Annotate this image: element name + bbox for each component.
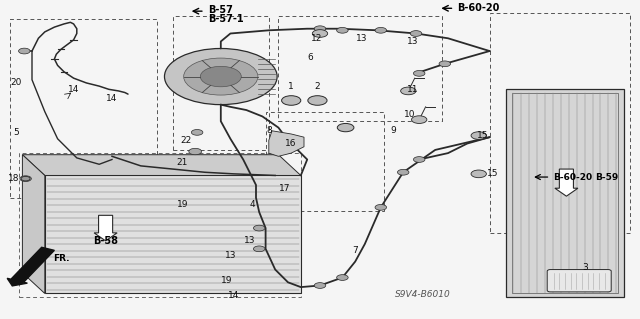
Text: 14: 14 bbox=[228, 291, 239, 300]
Polygon shape bbox=[22, 155, 45, 293]
Text: 7: 7 bbox=[353, 246, 358, 255]
Text: 19: 19 bbox=[177, 200, 188, 209]
Circle shape bbox=[412, 116, 427, 123]
Polygon shape bbox=[269, 131, 304, 156]
Text: 9: 9 bbox=[391, 126, 396, 135]
Polygon shape bbox=[22, 155, 301, 175]
Circle shape bbox=[337, 123, 354, 132]
Text: 18: 18 bbox=[8, 174, 20, 183]
Circle shape bbox=[200, 66, 241, 87]
Text: 17: 17 bbox=[279, 184, 291, 193]
Circle shape bbox=[337, 27, 348, 33]
Circle shape bbox=[253, 246, 265, 252]
Circle shape bbox=[20, 176, 31, 182]
Circle shape bbox=[21, 176, 30, 181]
Text: S9V4-B6010: S9V4-B6010 bbox=[394, 290, 451, 299]
Circle shape bbox=[19, 48, 30, 54]
Circle shape bbox=[184, 58, 258, 95]
Text: B-57-1: B-57-1 bbox=[208, 14, 244, 24]
Text: 19: 19 bbox=[221, 276, 233, 285]
Text: 16: 16 bbox=[285, 139, 297, 148]
Circle shape bbox=[191, 130, 203, 135]
Text: 22: 22 bbox=[180, 136, 191, 145]
Text: 13: 13 bbox=[244, 236, 255, 245]
Text: 15: 15 bbox=[477, 131, 489, 140]
Text: B-60-20: B-60-20 bbox=[554, 173, 593, 182]
Text: 13: 13 bbox=[356, 34, 367, 43]
Text: 20: 20 bbox=[10, 78, 22, 87]
Text: 14: 14 bbox=[106, 94, 118, 103]
Circle shape bbox=[471, 132, 486, 139]
Circle shape bbox=[312, 30, 328, 37]
Text: B-60-20: B-60-20 bbox=[458, 3, 500, 13]
Text: 10: 10 bbox=[404, 110, 415, 119]
Circle shape bbox=[189, 148, 202, 155]
Circle shape bbox=[397, 169, 409, 175]
Text: 6: 6 bbox=[308, 53, 313, 62]
Circle shape bbox=[413, 70, 425, 76]
Circle shape bbox=[410, 31, 422, 36]
Text: 11: 11 bbox=[407, 85, 419, 94]
Polygon shape bbox=[45, 175, 301, 293]
Text: B-58: B-58 bbox=[93, 236, 118, 246]
Circle shape bbox=[308, 96, 327, 105]
Circle shape bbox=[314, 283, 326, 288]
FancyArrow shape bbox=[7, 247, 54, 286]
FancyArrow shape bbox=[555, 169, 578, 196]
Text: 21: 21 bbox=[177, 158, 188, 167]
Text: 8: 8 bbox=[266, 126, 271, 135]
Text: 13: 13 bbox=[407, 37, 419, 46]
Text: 1: 1 bbox=[289, 82, 294, 91]
Circle shape bbox=[282, 96, 301, 105]
Circle shape bbox=[253, 225, 265, 231]
Text: 3: 3 bbox=[583, 263, 588, 272]
Text: 14: 14 bbox=[68, 85, 79, 94]
Circle shape bbox=[314, 26, 326, 32]
Text: 12: 12 bbox=[311, 34, 323, 43]
Text: B-57: B-57 bbox=[208, 5, 233, 15]
Text: 2: 2 bbox=[314, 82, 319, 91]
Text: B-59: B-59 bbox=[595, 173, 618, 182]
Text: FR.: FR. bbox=[53, 254, 70, 263]
Text: 5: 5 bbox=[13, 128, 19, 137]
Circle shape bbox=[471, 170, 486, 178]
FancyArrow shape bbox=[94, 215, 117, 241]
Polygon shape bbox=[506, 89, 624, 297]
Text: 13: 13 bbox=[225, 251, 236, 260]
Circle shape bbox=[337, 275, 348, 280]
Circle shape bbox=[439, 61, 451, 67]
FancyBboxPatch shape bbox=[547, 270, 611, 292]
Text: 4: 4 bbox=[250, 200, 255, 209]
Circle shape bbox=[375, 27, 387, 33]
Circle shape bbox=[413, 157, 425, 162]
Circle shape bbox=[401, 87, 416, 95]
Circle shape bbox=[375, 204, 387, 210]
Circle shape bbox=[164, 48, 277, 105]
Text: 15: 15 bbox=[487, 169, 499, 178]
